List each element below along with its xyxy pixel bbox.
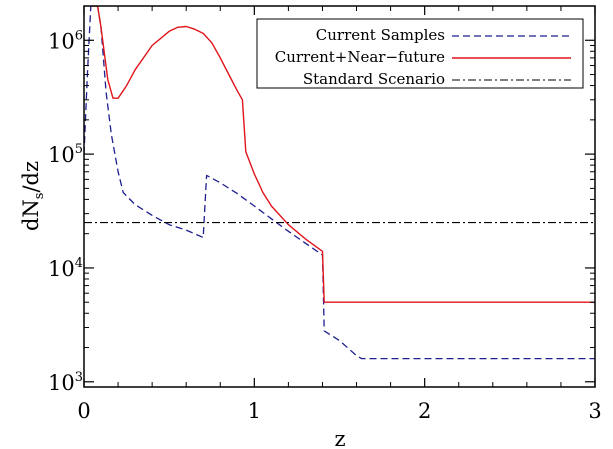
legend-label-standard-scenario: Standard Scenario [303,70,445,88]
y-tick-exponent: 5 [75,142,83,157]
series-line-0 [84,6,595,360]
y-tick-base: 10 [48,143,75,167]
y-tick-exponent: 3 [75,370,83,385]
y-axis-title: dNs/dz [19,161,47,231]
y-tick-label: 105 [48,142,83,167]
y-tick-exponent: 6 [75,28,83,43]
y-axis-title-suffix: /dz [19,161,43,193]
y-tick-label: 106 [48,28,83,53]
y-axis-title-subscript: s [32,193,47,200]
y-tick-base: 10 [48,257,75,281]
ticks-layer [83,5,596,388]
legend-box [256,18,584,89]
legend-label-current-samples: Current Samples [316,26,445,44]
series-layer [84,6,595,360]
x-tick-label: 2 [418,399,431,423]
x-tick-label: 3 [588,399,601,423]
y-tick-label: 103 [48,370,83,395]
plot-frame [83,5,596,388]
y-axis-title-main: dN [19,199,43,231]
y-tick-exponent: 4 [75,256,83,271]
x-axis-title: z [334,427,345,449]
y-tick-label: 104 [48,256,83,281]
legend: Current Samples Current+Near−future Stan… [256,18,584,89]
x-tick-label: 1 [248,399,261,423]
legend-label-current-near-future: Current+Near−future [275,48,445,66]
series-line-1 [90,6,595,303]
y-tick-base: 10 [48,29,75,53]
y-tick-base: 10 [48,371,75,395]
x-tick-label: 0 [77,399,90,423]
